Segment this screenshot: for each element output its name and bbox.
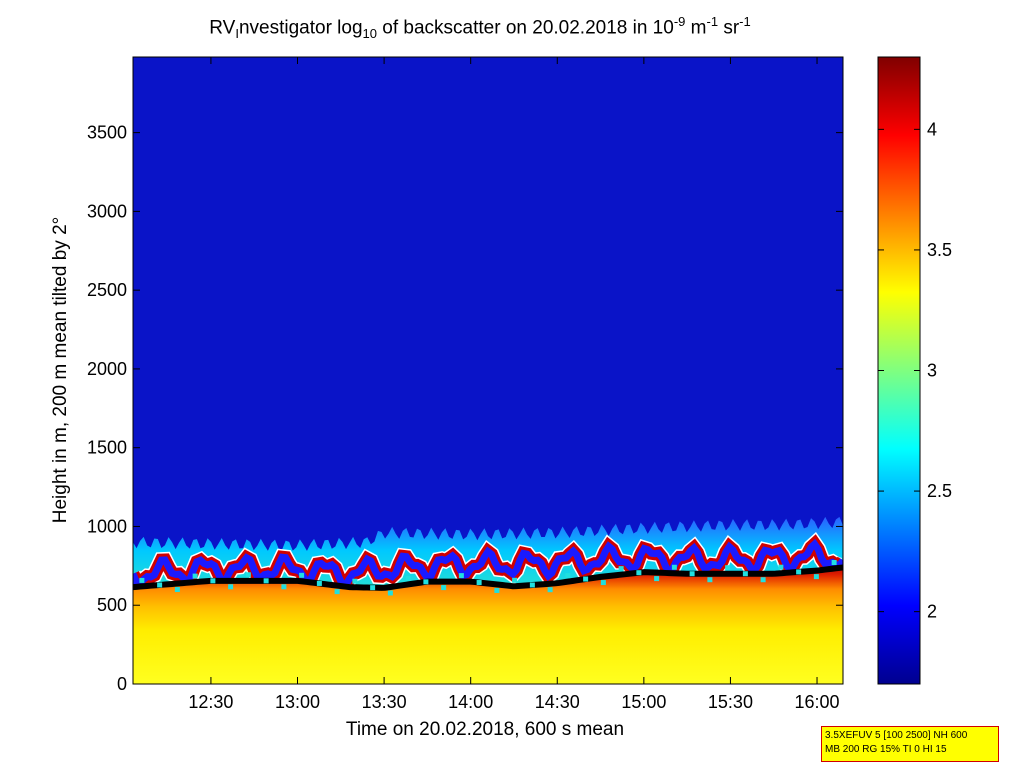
layer-marker <box>352 578 358 584</box>
layer-marker <box>263 578 269 584</box>
layer-marker <box>423 579 429 585</box>
layer-marker <box>157 582 163 588</box>
layer-marker <box>831 559 837 565</box>
x-tick-label: 12:30 <box>188 692 233 712</box>
axes: 12:30 13:00 13:30 14:00 14:30 15:00 15:30 16:00… <box>87 56 844 712</box>
boundary-layer <box>133 565 843 684</box>
x-tick-label: 13:30 <box>362 692 407 712</box>
layer-marker <box>813 574 819 580</box>
layer-marker <box>405 575 411 581</box>
layer-marker <box>725 565 731 571</box>
layer-marker <box>636 570 642 576</box>
x-tick-label: 14:30 <box>535 692 580 712</box>
x-tick-label: 15:00 <box>621 692 666 712</box>
info-line-1: 3.5XEFUV 5 [100 2500] NH 600 <box>825 730 968 741</box>
layer-marker <box>476 580 482 586</box>
colorbar-tick-label: 2.5 <box>927 481 952 501</box>
plot-frame <box>132 56 844 685</box>
processing-info-box: 3.5XEFUV 5 [100 2500] NH 600 MB 200 RG 1… <box>821 726 999 762</box>
y-tick-label: 500 <box>97 595 127 615</box>
info-line-2: MB 200 RG 15% TI 0 HI 15 <box>825 744 947 755</box>
layer-marker <box>547 587 553 593</box>
layer-marker <box>565 573 571 579</box>
colorbar: 2 2.5 3 3.5 4 <box>877 56 952 685</box>
layer-marker <box>299 572 305 578</box>
y-tick-label: 1500 <box>87 438 127 458</box>
layer-marker <box>139 577 145 583</box>
y-tick-label: 3000 <box>87 201 127 221</box>
layer-marker <box>245 572 251 578</box>
layer-marker <box>192 573 198 579</box>
y-tick-label: 2500 <box>87 280 127 300</box>
layer-marker <box>281 584 287 590</box>
layer-marker <box>316 580 322 586</box>
layer-marker <box>441 585 447 591</box>
layer-marker <box>671 564 677 570</box>
layer-marker <box>618 566 624 572</box>
y-tick-label: 2000 <box>87 359 127 379</box>
layer-marker <box>760 577 766 583</box>
layer-marker <box>796 569 802 575</box>
layer-marker <box>600 580 606 586</box>
y-tick-label: 1000 <box>87 516 127 536</box>
layer-marker <box>778 564 784 570</box>
boundary-layer-top-line <box>133 564 843 591</box>
layer-marker <box>529 582 535 588</box>
layer-marker <box>228 584 234 590</box>
layer-marker <box>387 590 393 596</box>
chart-title: RVInvestigator log10 of backscatter on 2… <box>209 14 751 42</box>
x-tick-label: 13:00 <box>275 692 320 712</box>
layer-marker <box>689 571 695 577</box>
layer-marker <box>370 585 376 591</box>
colorbar-gradient <box>877 56 921 685</box>
colorbar-tick-label: 3 <box>927 361 937 381</box>
layer-marker <box>494 587 500 593</box>
y-tick-label: 0 <box>117 674 127 694</box>
y-axis-label: Height in m, 200 m mean tilted by 2° <box>50 217 71 523</box>
layer-marker <box>458 573 464 579</box>
layer-marker <box>174 587 180 593</box>
x-tick-label: 15:30 <box>708 692 753 712</box>
layer-marker <box>654 576 660 582</box>
layer-marker <box>334 589 340 595</box>
plot-area <box>133 57 843 684</box>
x-axis-label: Time on 20.02.2018, 600 s mean <box>346 719 624 740</box>
x-tick-label: 14:00 <box>448 692 493 712</box>
x-tick-label: 16:00 <box>795 692 840 712</box>
cloud-core <box>133 538 843 589</box>
layer-marker <box>742 571 748 577</box>
layer-marker <box>210 578 216 584</box>
layer-marker <box>707 577 713 583</box>
colorbar-tick-label: 2 <box>927 602 937 622</box>
layer-marker <box>512 577 518 583</box>
colorbar-tick-label: 3.5 <box>927 240 952 260</box>
layer-marker <box>583 576 589 582</box>
y-tick-label: 3500 <box>87 123 127 143</box>
colorbar-tick-label: 4 <box>927 119 937 139</box>
